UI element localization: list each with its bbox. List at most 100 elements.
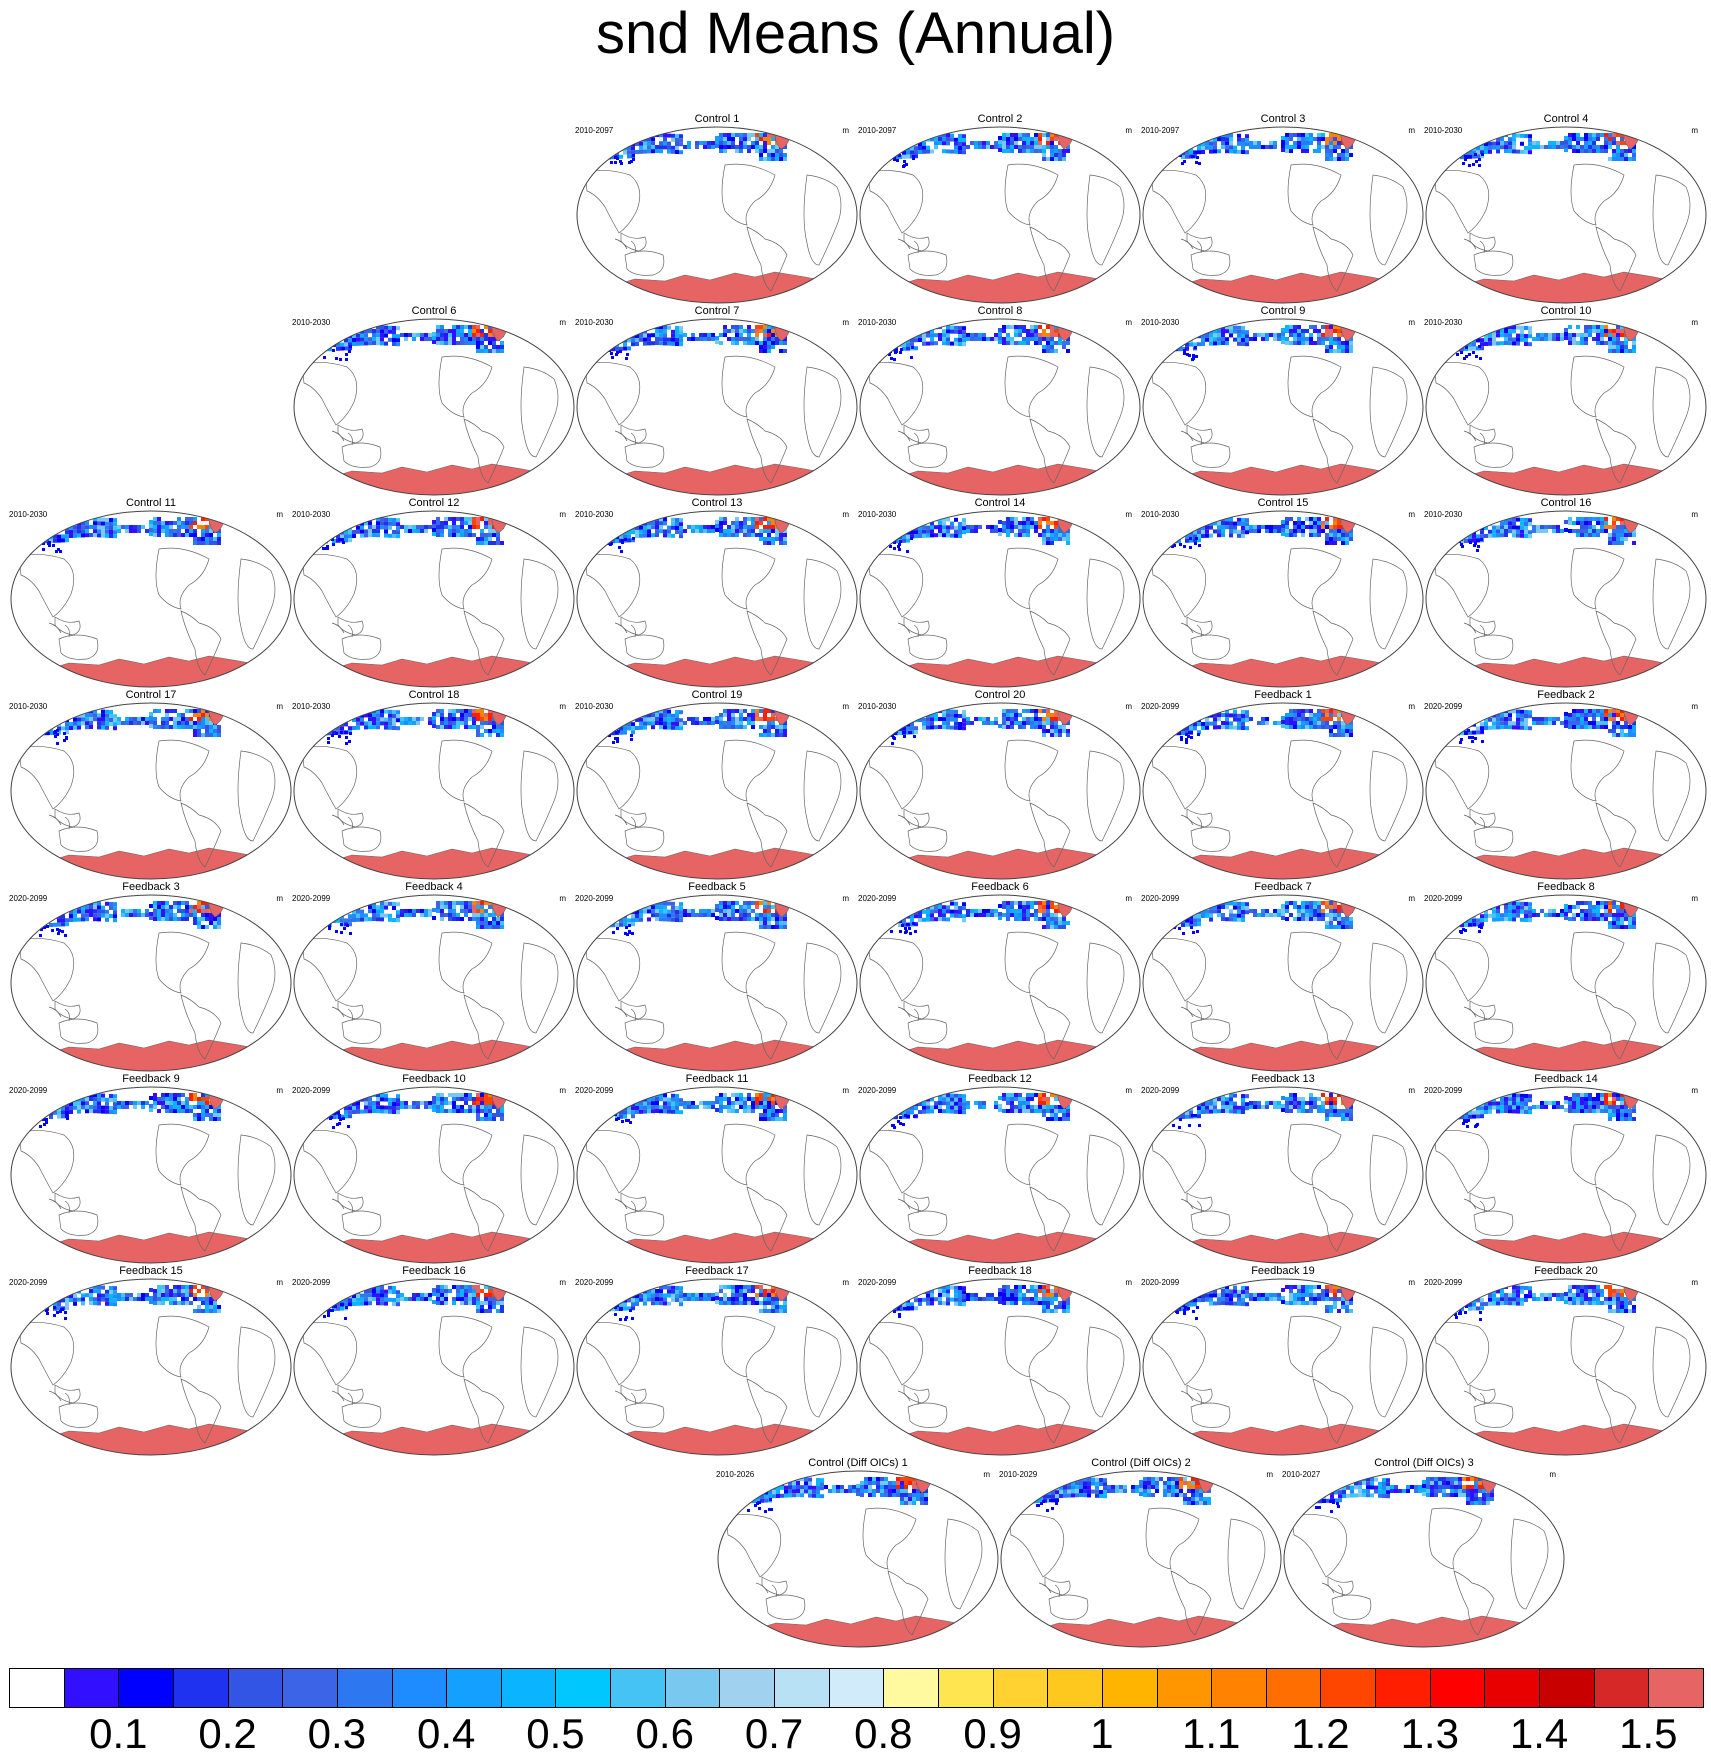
globe-outline [1425, 1086, 1707, 1264]
globe-outline [576, 1278, 858, 1456]
colorbar-tick-label: 0.7 [744, 1710, 804, 1757]
coastline-3 [1473, 1210, 1514, 1236]
coastline-3 [341, 1210, 382, 1236]
coastline-0 [1150, 554, 1207, 618]
colorbar-swatch [1211, 1668, 1267, 1708]
coastline-6 [520, 1134, 559, 1226]
map-panel: Feedback 4 2020-2099 m [292, 881, 576, 1075]
colorbar-tick-label: 1.5 [1619, 1710, 1678, 1757]
coastline-5 [1029, 994, 1071, 1060]
coastline-2 [1180, 814, 1202, 830]
map-panel: Feedback 5 2020-2099 m [575, 881, 859, 1075]
coastline-4 [438, 547, 493, 610]
coastline-4 [1287, 1123, 1342, 1186]
coastline-1 [54, 1192, 81, 1212]
panel-title: Control 9 [1260, 305, 1306, 317]
coastline-6 [1086, 1326, 1125, 1418]
coastline-5 [1312, 1378, 1354, 1444]
coastline-5 [1595, 226, 1637, 292]
coastline-1 [1186, 232, 1213, 252]
coastline-1 [903, 1000, 930, 1020]
coastline-4 [1287, 355, 1342, 418]
coastline-4 [1287, 1315, 1342, 1378]
coastline-2 [755, 1582, 777, 1598]
coastline-1 [1186, 616, 1213, 636]
coastline-4 [1570, 931, 1625, 994]
coastline-6 [944, 1518, 983, 1610]
globe-outline [1142, 1278, 1424, 1456]
coastline-3 [1473, 1402, 1514, 1428]
coastline-6 [1086, 750, 1125, 842]
antarctica-snow [594, 655, 846, 687]
colorbar-tick-label: 0.5 [526, 1710, 585, 1757]
snow-depth-map [859, 702, 1141, 880]
colorbar-swatch [1539, 1668, 1595, 1708]
panel-title: Feedback 10 [402, 1073, 466, 1085]
globe-outline [1425, 1278, 1707, 1456]
colorbar-swatch [1593, 1668, 1650, 1708]
coastline-3 [1048, 1594, 1089, 1620]
coastline-4 [155, 1315, 210, 1378]
coastline-2 [48, 1390, 70, 1406]
globe-outline [1142, 126, 1424, 304]
coastline-1 [761, 1576, 788, 1596]
antarctica-snow [311, 1231, 563, 1263]
coastline-6 [803, 1134, 842, 1226]
coastline-5 [1029, 610, 1071, 676]
coastline-0 [584, 746, 641, 810]
panel-period: 2010-2030 [858, 318, 897, 327]
coastline-3 [1473, 442, 1514, 468]
panel-period: 2020-2099 [1424, 1278, 1463, 1287]
coastline-6 [1086, 174, 1125, 266]
coastline-6 [1652, 558, 1691, 650]
coastline-3 [1331, 1594, 1372, 1620]
panel-period: 2010-2030 [575, 702, 614, 711]
panel-title: Control 7 [694, 305, 740, 317]
coastline-0 [867, 170, 924, 234]
map-panel: Feedback 11 2020-2099 m [575, 1073, 859, 1267]
coastline-5 [746, 994, 788, 1060]
panel-period: 2020-2099 [1141, 1278, 1180, 1287]
snow-depth-map [1142, 702, 1424, 880]
snow-depth-map [293, 318, 575, 496]
antarctica-snow [1443, 271, 1695, 303]
panel-title: Control 1 [694, 113, 740, 125]
panel-title: Control 4 [1543, 113, 1589, 125]
coastline-2 [614, 1006, 636, 1022]
coastline-3 [341, 442, 382, 468]
antarctica-snow [311, 655, 563, 687]
snow-cells [1165, 1285, 1353, 1320]
map-panel: Feedback 8 2020-2099 m [1424, 881, 1708, 1075]
antarctica-snow [877, 271, 1129, 303]
globe-outline [859, 1086, 1141, 1264]
coastline-1 [54, 616, 81, 636]
panel-units: m [842, 702, 849, 711]
coastline-2 [1038, 1582, 1060, 1598]
panel-units: m [559, 510, 566, 519]
panel-period: 2010-2030 [292, 318, 331, 327]
panel-title: Control (Diff OICs) 1 [808, 1457, 908, 1469]
coastline-3 [1190, 826, 1231, 852]
snow-cells [1448, 709, 1636, 744]
coastline-5 [1595, 994, 1637, 1060]
panel-units: m [1125, 702, 1132, 711]
globe-outline [293, 510, 575, 688]
coastline-0 [301, 554, 358, 618]
coastline-5 [746, 226, 788, 292]
coastline-1 [337, 808, 364, 828]
coastline-5 [1312, 802, 1354, 868]
coastline-5 [746, 610, 788, 676]
panel-units: m [1408, 510, 1415, 519]
snow-depth-map [859, 1086, 1141, 1264]
colorbar-tick-label: 1.2 [1291, 1710, 1350, 1757]
snow-cells [1165, 1093, 1353, 1129]
globe-outline [859, 1278, 1141, 1456]
coastline-3 [58, 1402, 99, 1428]
coastline-1 [337, 1192, 364, 1212]
coastline-3 [58, 1018, 99, 1044]
coastline-3 [341, 1018, 382, 1044]
coastline-4 [721, 931, 776, 994]
panel-units: m [1408, 318, 1415, 327]
snow-depth-map [1142, 126, 1424, 304]
map-panel: Control 8 2010-2030 m [858, 305, 1142, 499]
